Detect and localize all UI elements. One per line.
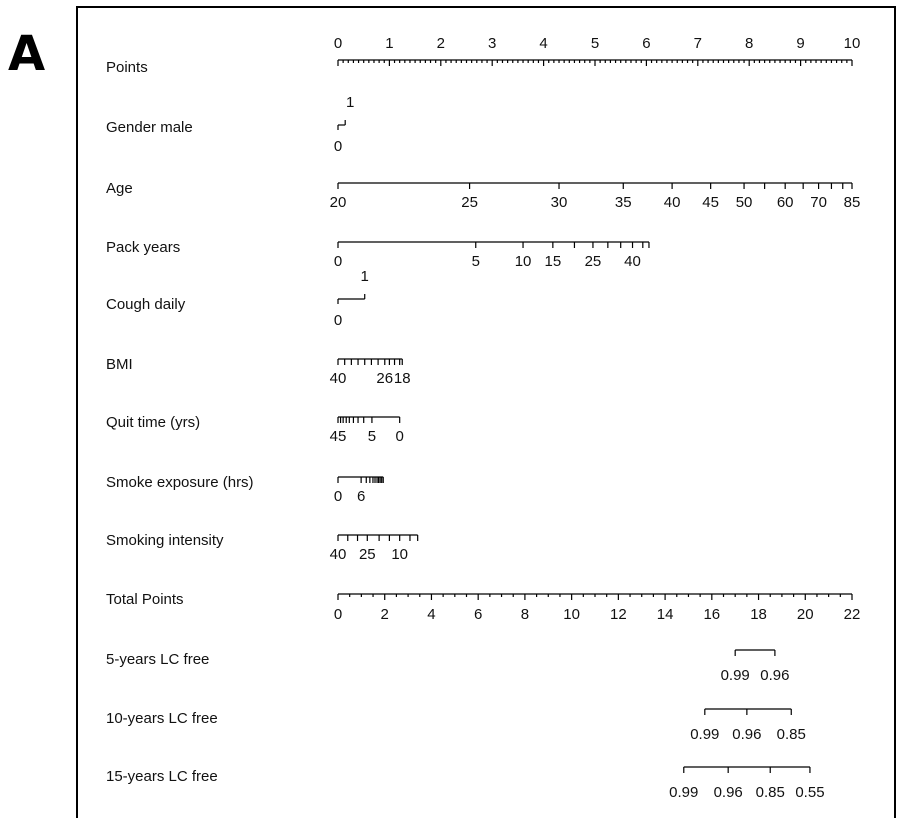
row-label-cough: Cough daily — [106, 296, 186, 313]
tick-label-points: 3 — [488, 35, 496, 52]
row-label-lc15: 15-years LC free — [106, 768, 218, 785]
tick-label-packyears: 40 — [624, 253, 641, 270]
tick-label-age: 25 — [461, 194, 478, 211]
level-label-0: 0 — [334, 138, 342, 155]
tick-label-points: 8 — [745, 35, 753, 52]
tick-label-age: 30 — [551, 194, 568, 211]
tick-label-totalpoints: 22 — [844, 606, 861, 623]
tick-label-points: 0 — [334, 35, 342, 52]
tick-label-totalpoints: 14 — [657, 606, 674, 623]
panel-letter: A — [8, 26, 46, 82]
level-label-1: 1 — [346, 94, 354, 111]
tick-label-lc15: 0.55 — [795, 784, 824, 801]
tick-label-smokingintensity: 40 — [330, 546, 347, 563]
tick-label-totalpoints: 16 — [703, 606, 720, 623]
row-label-lc10: 10-years LC free — [106, 710, 218, 727]
tick-label-totalpoints: 12 — [610, 606, 627, 623]
tick-label-age: 85 — [844, 194, 861, 211]
tick-label-totalpoints: 20 — [797, 606, 814, 623]
tick-label-bmi: 26 — [376, 370, 393, 387]
tick-label-age: 40 — [664, 194, 681, 211]
tick-label-quittime: 5 — [368, 428, 376, 445]
level-label-1: 1 — [361, 268, 369, 285]
tick-label-packyears: 10 — [515, 253, 532, 270]
tick-label-quittime: 0 — [396, 428, 404, 445]
tick-label-lc10: 0.96 — [732, 726, 761, 743]
tick-label-age: 35 — [615, 194, 632, 211]
tick-label-smokeexposure: 6 — [357, 488, 365, 505]
row-label-smokeexposure: Smoke exposure (hrs) — [106, 474, 254, 491]
tick-label-age: 70 — [810, 194, 827, 211]
tick-label-totalpoints: 10 — [563, 606, 580, 623]
row-label-quittime: Quit time (yrs) — [106, 414, 200, 431]
tick-label-lc15: 0.96 — [714, 784, 743, 801]
tick-label-lc10: 0.85 — [777, 726, 806, 743]
tick-label-totalpoints: 4 — [427, 606, 435, 623]
tick-label-packyears: 25 — [585, 253, 602, 270]
tick-label-points: 10 — [844, 35, 861, 52]
tick-label-age: 50 — [736, 194, 753, 211]
tick-label-quittime: 45 — [330, 428, 347, 445]
tick-label-smokingintensity: 25 — [359, 546, 376, 563]
tick-label-lc5: 0.96 — [760, 667, 789, 684]
figure-frame — [76, 6, 896, 818]
tick-label-points: 4 — [539, 35, 547, 52]
tick-label-lc15: 0.85 — [756, 784, 785, 801]
tick-label-lc10: 0.99 — [690, 726, 719, 743]
tick-label-age: 20 — [330, 194, 347, 211]
tick-label-lc15: 0.99 — [669, 784, 698, 801]
row-label-points: Points — [106, 59, 148, 76]
tick-label-lc5: 0.99 — [721, 667, 750, 684]
tick-label-bmi: 40 — [330, 370, 347, 387]
tick-label-points: 1 — [385, 35, 393, 52]
tick-label-totalpoints: 0 — [334, 606, 342, 623]
tick-label-totalpoints: 8 — [521, 606, 529, 623]
tick-label-points: 9 — [796, 35, 804, 52]
row-label-lc5: 5-years LC free — [106, 651, 209, 668]
tick-label-points: 5 — [591, 35, 599, 52]
row-label-gender: Gender male — [106, 119, 193, 136]
tick-label-points: 7 — [694, 35, 702, 52]
tick-label-packyears: 5 — [472, 253, 480, 270]
tick-label-bmi: 18 — [394, 370, 411, 387]
tick-label-age: 60 — [777, 194, 794, 211]
tick-label-totalpoints: 6 — [474, 606, 482, 623]
tick-label-points: 6 — [642, 35, 650, 52]
row-label-totalpoints: Total Points — [106, 591, 184, 608]
tick-label-smokingintensity: 10 — [391, 546, 408, 563]
tick-label-totalpoints: 18 — [750, 606, 767, 623]
tick-label-packyears: 0 — [334, 253, 342, 270]
tick-label-points: 2 — [437, 35, 445, 52]
tick-label-smokeexposure: 0 — [334, 488, 342, 505]
row-label-packyears: Pack years — [106, 239, 180, 256]
tick-label-age: 45 — [702, 194, 719, 211]
row-label-smokingintensity: Smoking intensity — [106, 532, 224, 549]
row-label-bmi: BMI — [106, 356, 133, 373]
tick-label-packyears: 15 — [545, 253, 562, 270]
tick-label-totalpoints: 2 — [381, 606, 389, 623]
row-label-age: Age — [106, 180, 133, 197]
level-label-0: 0 — [334, 312, 342, 329]
